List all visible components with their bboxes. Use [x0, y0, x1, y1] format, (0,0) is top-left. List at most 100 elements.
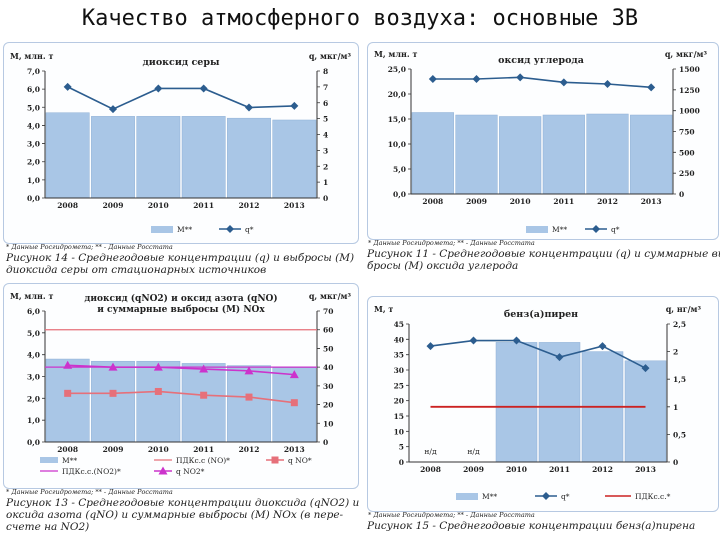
y-tick-label-left: 25,0	[388, 65, 406, 74]
chart-title-text: оксид углерода	[498, 55, 584, 66]
y-tick-label-left: 35	[394, 351, 404, 360]
caption-line: диоксида серы от стационарных источников	[6, 264, 267, 276]
y-tick-label-left: 7,0	[27, 67, 40, 76]
series-line	[67, 86, 295, 110]
data-point	[426, 342, 435, 351]
y-tick-label-right: 0	[673, 458, 678, 467]
legend-label: q NO*	[288, 456, 312, 465]
y-tick-label-right: 0,5	[673, 430, 686, 439]
y-tick-label-right: 0	[323, 438, 328, 447]
y-axis-label-left: M, т	[374, 304, 393, 314]
y-tick-label-left: 6,0	[27, 85, 40, 94]
bar	[45, 112, 90, 199]
chart-title-text: бенз(а)пирен	[504, 309, 578, 320]
bar-data-label: н/д	[424, 447, 437, 456]
data-point	[555, 353, 564, 362]
x-tick-label: 2013	[641, 197, 662, 206]
y-tick-label-left: 45	[394, 320, 404, 329]
data-point	[64, 389, 72, 397]
x-tick-label: 2010	[148, 201, 169, 210]
y-tick-label-left: 3,0	[27, 373, 40, 382]
y-tick-label-left: 0,0	[27, 194, 40, 203]
chart-title: диоксид (qNO2) и оксид азота (qNO)и сумм…	[84, 293, 277, 315]
legend: M** ПДКс.с.(NO2)* ПДКс.с (NO)* q NO2* q NO*	[40, 456, 312, 476]
legend-label: q*	[611, 225, 620, 234]
x-tick-label: 2012	[239, 445, 260, 454]
caption-benzopyrene: Рисунок 15 - Среднегодовые концентрации …	[367, 520, 717, 532]
x-tick-label: 2013	[284, 201, 305, 210]
caption-line: Рисунок 15 - Среднегодовые концентрации …	[367, 520, 696, 532]
bar	[45, 358, 90, 443]
x-tick-label: 2010	[148, 445, 169, 454]
y-axis-label-right: q, мкг/м³	[309, 291, 352, 301]
data-point	[199, 364, 209, 373]
y-tick-label-left: 15,0	[388, 115, 406, 124]
x-tick-label: 2009	[463, 465, 484, 474]
data-point	[598, 342, 607, 351]
y-tick-label-left: 4,0	[27, 351, 40, 360]
data-point	[290, 399, 298, 407]
y-tick-label-left: 10	[394, 427, 404, 436]
footnote-carbon-monoxide: * Данные Росгидромета; ** - Данные Росст…	[368, 239, 535, 247]
caption-nitrogen-oxides: Рисунок 13 - Среднегодовые концентрации …	[6, 497, 360, 533]
y-tick-label-left: 25	[394, 381, 404, 390]
data-point	[559, 78, 568, 87]
data-point	[63, 360, 73, 369]
series-line	[67, 364, 295, 376]
y-tick-label-right: 2	[323, 162, 328, 171]
caption-line: Рисунок 11 - Среднегодовые концентрации …	[367, 248, 720, 260]
y-tick-label-left: 3,0	[27, 140, 40, 149]
y-axis-label-left: M, млн. т	[10, 291, 53, 301]
y-tick-label-right: 20	[323, 401, 333, 410]
chart-carbon-monoxide: M, млн. т q, мкг/м³ оксид углерода 0,0 5,0 10…	[374, 49, 707, 234]
y-tick-label-left: 5	[399, 443, 404, 452]
data-point	[516, 73, 525, 82]
y-tick-label-left: 10,0	[388, 140, 406, 149]
data-point	[154, 84, 163, 93]
y-tick-label-left: 15	[394, 412, 404, 421]
y-tick-label-right: 500	[679, 148, 695, 157]
chart-nitrogen-oxides: M, млн. т q, мкг/м³ диоксид (qNO2) и оксид…	[10, 291, 352, 476]
data-point	[154, 387, 162, 395]
legend-label: M**	[62, 456, 77, 465]
data-point	[289, 370, 299, 379]
bar	[227, 117, 271, 199]
y-tick-label-left: 5,0	[393, 165, 406, 174]
y-axis-label-left: M, млн. т	[10, 51, 53, 61]
y-tick-label-left: 1,0	[27, 176, 40, 185]
legend-label: ПДКс.с (NO)*	[176, 456, 230, 465]
bar	[538, 342, 581, 463]
y-axis-label-right: q, мкг/м³	[309, 51, 352, 61]
y-tick-label-left: 4,0	[27, 121, 40, 130]
footnote-sulfur-dioxide: * Данные Росгидромета; ** - Данные Росст…	[6, 243, 173, 251]
y-tick-label-right: 60	[323, 326, 333, 335]
legend: M** q*	[526, 225, 620, 234]
legend-label: ПДКс.с.*	[635, 492, 671, 501]
bar	[630, 114, 673, 195]
y-tick-label-left: 1,0	[27, 416, 40, 425]
chart-title-line: диоксид (qNO2) и оксид азота (qNO)	[84, 293, 277, 304]
x-tick-label: 2008	[420, 465, 441, 474]
y-tick-label-right: 7	[323, 83, 328, 92]
series-line	[432, 76, 652, 89]
data-point	[290, 101, 299, 110]
legend: M** q* ПДКс.с.*	[456, 492, 671, 501]
bar	[91, 116, 135, 199]
legend-label: M**	[552, 225, 567, 234]
caption-line: Рисунок 13 - Среднегодовые концентрации …	[6, 497, 360, 509]
y-tick-label-right: 0	[679, 190, 684, 199]
chart-benzopyrene: M, т q, нг/м³бенз(а)пирен0510152025303540…	[374, 304, 701, 501]
y-tick-label-right: 50	[323, 344, 333, 353]
x-tick-label: 2010	[510, 197, 531, 206]
legend-label: q*	[561, 492, 570, 501]
y-tick-label-right: 750	[679, 128, 695, 137]
y-tick-label-left: 2,0	[27, 394, 40, 403]
legend-marker	[542, 492, 550, 500]
y-axis-label-left: M, млн. т	[374, 49, 417, 59]
x-tick-label: 2011	[553, 197, 574, 206]
data-point	[108, 362, 118, 371]
x-tick-label: 2009	[103, 445, 124, 454]
bar	[586, 113, 629, 195]
chart-sulfur-dioxide: M, млн. т q, мкг/м³ диоксид серы 0,0 1,0 2,0 3…	[10, 51, 352, 234]
y-tick-label-right: 2,5	[673, 320, 686, 329]
